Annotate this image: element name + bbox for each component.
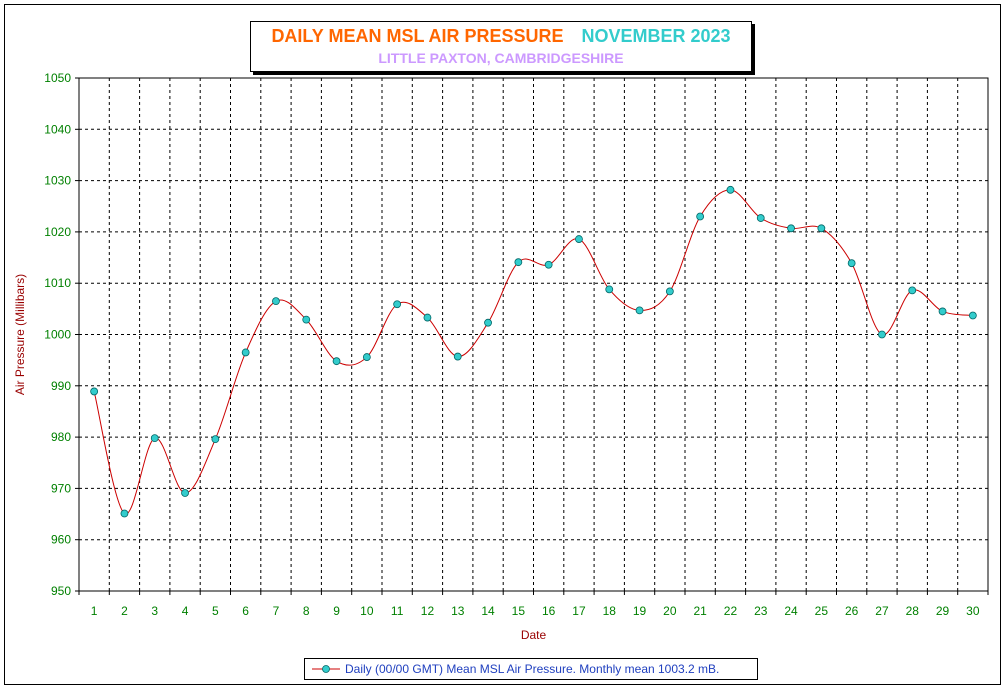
y-tick-label: 1030 [44, 174, 71, 188]
x-tick-label: 29 [936, 604, 950, 618]
pressure-series-line [93, 189, 973, 515]
x-axis-label: Date [521, 628, 547, 642]
data-point [120, 509, 129, 518]
data-point [211, 435, 220, 444]
x-tick-label: 11 [391, 604, 404, 618]
x-tick-label: 8 [303, 604, 310, 618]
plot-area-border [78, 77, 989, 592]
chart-subtitle: LITTLE PAXTON, CAMBRIDGESHIRE [378, 50, 624, 66]
data-point [878, 330, 886, 339]
y-tick-label: 1010 [44, 276, 71, 290]
data-point [181, 489, 189, 497]
chart-title: DAILY MEAN MSL AIR PRESSURE [271, 26, 564, 46]
data-point [90, 387, 99, 396]
x-tick-label: 18 [603, 604, 617, 618]
y-tick-label: 950 [51, 584, 71, 598]
x-tick-label: 21 [693, 604, 707, 618]
x-tick-label: 30 [966, 604, 980, 618]
x-tick-label: 19 [633, 604, 647, 618]
x-tick-label: 4 [182, 604, 189, 618]
data-point [393, 300, 402, 309]
data-point [968, 311, 977, 320]
x-tick-label: 20 [663, 604, 677, 618]
x-axis-ticks: 1 2 3 4 5 6 7 8 9 10 11 12 13 14 15 16 17 18 19 20 21 22 23 24 2… [78, 591, 989, 618]
data-point [756, 214, 765, 222]
x-tick-label: 28 [906, 604, 920, 618]
y-axis-ticks: 950 960 970 980 990 1000 1010 1020 1030 1040 1050 [44, 71, 79, 598]
title-line: DAILY MEAN MSL AIR PRESSURE NOVEMBER 2023 [251, 26, 751, 47]
data-point [787, 224, 795, 233]
data-point [938, 307, 947, 316]
x-tick-label: 10 [360, 604, 374, 618]
x-tick-label: 15 [512, 604, 526, 618]
x-tick-label: 23 [754, 604, 768, 618]
grid [79, 78, 988, 591]
data-point [514, 258, 523, 267]
x-tick-label: 2 [121, 604, 128, 618]
y-tick-label: 1050 [44, 71, 71, 85]
y-tick-label: 960 [51, 533, 71, 547]
data-point [635, 306, 644, 315]
x-tick-label: 16 [542, 604, 556, 618]
x-tick-label: 27 [875, 604, 889, 618]
data-point [453, 352, 462, 361]
x-tick-label: 6 [242, 604, 249, 618]
pressure-series-markers [90, 185, 977, 518]
y-axis-label: Air Pressure (Millibars) [13, 274, 27, 395]
data-point [332, 357, 341, 366]
data-point [817, 224, 826, 233]
data-point [726, 185, 735, 194]
y-tick-label: 1040 [44, 122, 71, 136]
chart-title-box: DAILY MEAN MSL AIR PRESSURE NOVEMBER 2023… [250, 21, 752, 72]
y-tick-label: 1000 [44, 328, 71, 342]
data-point [272, 297, 280, 306]
x-tick-label: 14 [481, 604, 495, 618]
chart-title-month: NOVEMBER 2023 [581, 26, 731, 46]
y-tick-label: 970 [51, 481, 71, 495]
data-point [241, 348, 250, 357]
data-point [423, 313, 432, 322]
x-tick-label: 24 [784, 604, 798, 618]
x-tick-label: 26 [845, 604, 859, 618]
x-tick-label: 12 [421, 604, 435, 618]
data-point [605, 285, 614, 294]
y-tick-label: 990 [51, 379, 71, 393]
legend: Daily (00/00 GMT) Mean MSL Air Pressure.… [304, 658, 758, 680]
x-tick-label: 22 [724, 604, 738, 618]
data-point [544, 260, 553, 269]
x-tick-label: 1 [91, 604, 98, 618]
data-point [696, 212, 705, 221]
data-point [302, 315, 311, 324]
x-tick-label: 17 [572, 604, 586, 618]
data-point [847, 259, 856, 268]
data-point [908, 286, 917, 295]
data-point [665, 287, 674, 296]
y-tick-label: 980 [51, 430, 71, 444]
data-point [484, 318, 492, 327]
data-point [362, 353, 371, 361]
legend-swatch [312, 665, 340, 673]
x-tick-label: 5 [212, 604, 219, 618]
data-point [575, 235, 583, 243]
x-tick-label: 9 [333, 604, 340, 618]
data-point [150, 434, 159, 443]
x-tick-label: 13 [451, 604, 465, 618]
x-tick-label: 3 [151, 604, 158, 618]
x-tick-label: 7 [273, 604, 280, 618]
x-tick-label: 25 [815, 604, 829, 618]
y-tick-label: 1020 [44, 225, 71, 239]
legend-label: Daily (00/00 GMT) Mean MSL Air Pressure.… [345, 662, 720, 676]
